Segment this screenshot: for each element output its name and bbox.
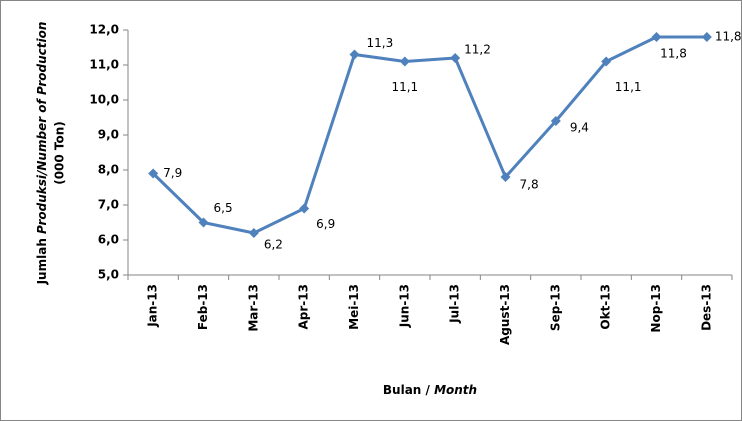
marker [601, 56, 612, 67]
marker [701, 32, 712, 42]
y-axis-title-part: Produksi/Number of Production [35, 22, 49, 234]
x-tick-label: Mar-13 [246, 284, 260, 332]
data-label: 11,8 [660, 47, 687, 61]
marker [198, 217, 209, 228]
data-label: 11,2 [464, 43, 491, 57]
y-axis-title-part: Jumlah [35, 234, 49, 285]
data-label: 11,3 [367, 36, 394, 50]
y-tick-label: 8,0 [98, 163, 119, 177]
x-tick-label: Jun-13 [397, 284, 411, 328]
x-tick-label: Feb-13 [196, 284, 210, 330]
data-label: 11,1 [391, 80, 418, 94]
y-tick-label: 6,0 [98, 233, 119, 247]
marker [148, 168, 159, 179]
marker [450, 53, 461, 63]
y-tick-label: 10,0 [89, 93, 119, 107]
x-tick-label: Jan-13 [146, 284, 160, 328]
data-label: 11,1 [615, 80, 642, 94]
data-label: 7,9 [163, 166, 182, 180]
y-tick-label: 7,0 [98, 198, 119, 212]
marker [349, 49, 360, 60]
marker [248, 228, 259, 238]
data-label: 6,9 [316, 217, 335, 231]
x-tick-label: Mei-13 [347, 284, 361, 330]
line [152, 35, 707, 235]
x-axis-title: Bulan / Month [383, 383, 477, 397]
data-label: 11,8 [715, 30, 742, 44]
y-axis-title: Jumlah Produksi/Number of Production [35, 22, 49, 286]
x-tick-label: Okt-13 [599, 284, 613, 330]
data-label: 6,2 [264, 238, 283, 252]
y-tick-label: 9,0 [98, 128, 119, 142]
x-axis-title-part: Bulan / [383, 383, 434, 397]
y-tick-label: 11,0 [89, 58, 119, 72]
x-tick-label: Des-13 [699, 284, 713, 331]
marker [550, 116, 561, 126]
marker [299, 203, 310, 214]
x-axis-title-part: Month [434, 383, 477, 397]
x-tick-label: Jul-13 [448, 284, 462, 324]
x-tick-label: Agust-13 [498, 284, 512, 345]
x-tick-label: Apr-13 [297, 284, 311, 329]
marker [399, 56, 410, 67]
x-tick-label: Nop-13 [649, 284, 663, 333]
data-label: 9,4 [570, 121, 589, 135]
y-tick-label: 5,0 [98, 268, 119, 282]
x-tick-label: Sep-13 [548, 284, 562, 331]
data-label: 7,8 [520, 178, 539, 192]
y-axis-title: (000 Ton) [53, 121, 67, 185]
marker [500, 172, 511, 182]
data-label: 6,5 [214, 201, 233, 215]
marker [651, 32, 662, 42]
y-tick-label: 12,0 [89, 23, 119, 37]
